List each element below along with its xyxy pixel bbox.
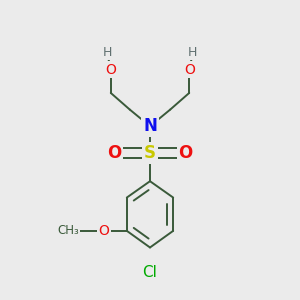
Text: O: O	[178, 144, 193, 162]
Text: Cl: Cl	[142, 265, 158, 280]
Text: N: N	[143, 117, 157, 135]
Text: O: O	[107, 144, 122, 162]
Text: S: S	[144, 144, 156, 162]
Text: CH₃: CH₃	[57, 224, 79, 237]
Text: O: O	[98, 224, 109, 238]
Text: H: H	[188, 46, 197, 59]
Text: O: O	[184, 63, 195, 77]
Text: O: O	[105, 63, 116, 77]
Text: H: H	[103, 46, 112, 59]
